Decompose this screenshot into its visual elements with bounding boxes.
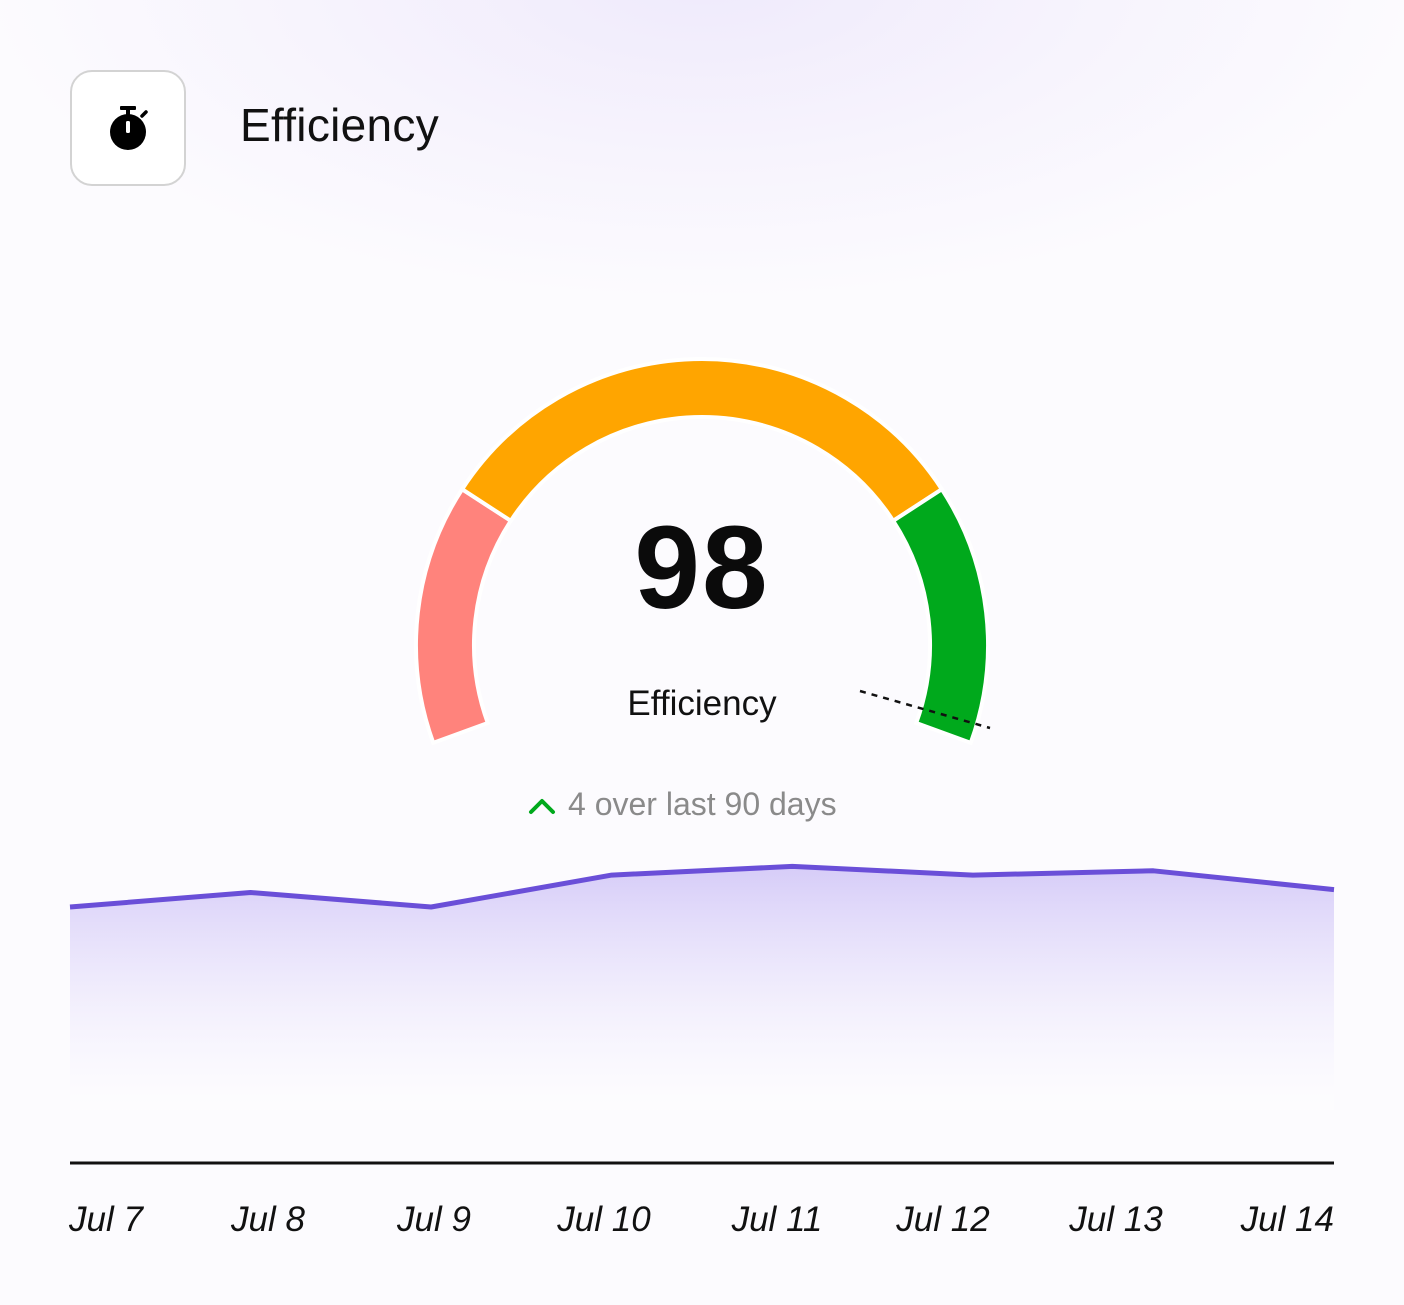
x-tick-label: Jul 9 (397, 1200, 471, 1239)
x-tick-label: Jul 10 (557, 1200, 651, 1239)
gauge-segment-high (890, 486, 990, 746)
trend-area (70, 866, 1334, 1110)
efficiency-gauge (416, 359, 991, 746)
x-tick-label: Jul 11 (731, 1200, 823, 1239)
x-tick-label: Jul 12 (896, 1200, 990, 1239)
x-tick-label: Jul 8 (231, 1200, 305, 1239)
x-tick-label: Jul 7 (69, 1200, 143, 1239)
x-axis-labels: Jul 7 Jul 8 Jul 9 Jul 10 Jul 11 Jul 12 Jul 13 J… (0, 1200, 1404, 1250)
gauge-value: 98 (634, 502, 770, 634)
change-text: 4 over last 90 days (568, 786, 837, 822)
gauge-needle (859, 689, 991, 730)
stopwatch-icon (110, 106, 148, 150)
trend-line (69, 863, 1335, 910)
stopwatch-icon-button[interactable] (70, 70, 186, 186)
change-indicator: 4 over last 90 days (528, 786, 837, 823)
x-tick-label: Jul 14 (1240, 1200, 1334, 1239)
chevron-up-icon (529, 798, 555, 814)
gauge-label: Efficiency (627, 684, 777, 723)
x-tick-label: Jul 13 (1069, 1200, 1163, 1239)
card-title: Efficiency (240, 99, 440, 151)
